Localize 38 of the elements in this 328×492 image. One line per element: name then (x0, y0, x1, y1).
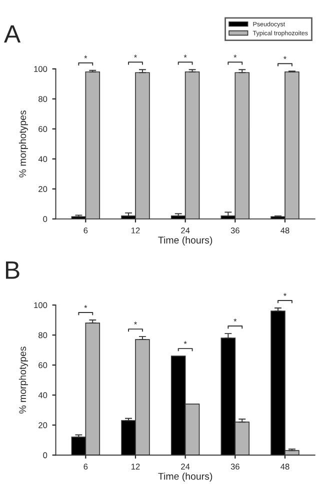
chart-title: B (6, 262, 20, 279)
x-tick-label: 36 (230, 227, 240, 234)
x-tick-label: 24 (181, 464, 190, 470)
y-tick-label: 80 (38, 332, 48, 338)
x-tick-label: 6 (84, 464, 88, 470)
y-tick-label: 40 (38, 392, 48, 398)
y-tick-label: 100 (34, 66, 48, 72)
text: * (234, 54, 237, 58)
text: * (84, 55, 88, 58)
y-tick-label: 80 (38, 96, 48, 102)
annotation: * (234, 318, 237, 322)
x-tick-label: 6 (84, 227, 88, 234)
x-tick-label: 24 (181, 227, 190, 234)
text: * (283, 293, 286, 296)
y-tick-label: 100 (34, 302, 48, 308)
x-tick-label: 12 (131, 227, 140, 234)
y-tick-label: 20 (38, 422, 48, 428)
x-tick-label: 36 (230, 464, 240, 470)
text: * (134, 54, 137, 58)
text: * (184, 54, 187, 58)
annotation: * (184, 341, 187, 344)
y-tick-label: 0 (43, 452, 48, 458)
x-tick-label: 48 (280, 464, 290, 470)
y-axis-title: % morphotypes (18, 346, 28, 414)
x-axis-title: Time (hours) (158, 472, 212, 482)
text: * (283, 56, 286, 60)
annotation: * (84, 305, 88, 308)
x-tick-label: 12 (131, 464, 140, 470)
y-tick-label: 20 (38, 186, 48, 192)
y-tick-label: 60 (38, 126, 48, 132)
y-tick-label: 60 (38, 362, 48, 368)
x-axis-title: Time (hours) (158, 236, 212, 246)
chart-title: A (4, 25, 21, 43)
y-axis-title: % morphotypes (18, 110, 28, 178)
y-tick-label: 0 (43, 216, 48, 222)
annotation: * (134, 322, 137, 325)
x-tick-label: 48 (280, 227, 290, 234)
y-tick-label: 40 (38, 156, 48, 162)
